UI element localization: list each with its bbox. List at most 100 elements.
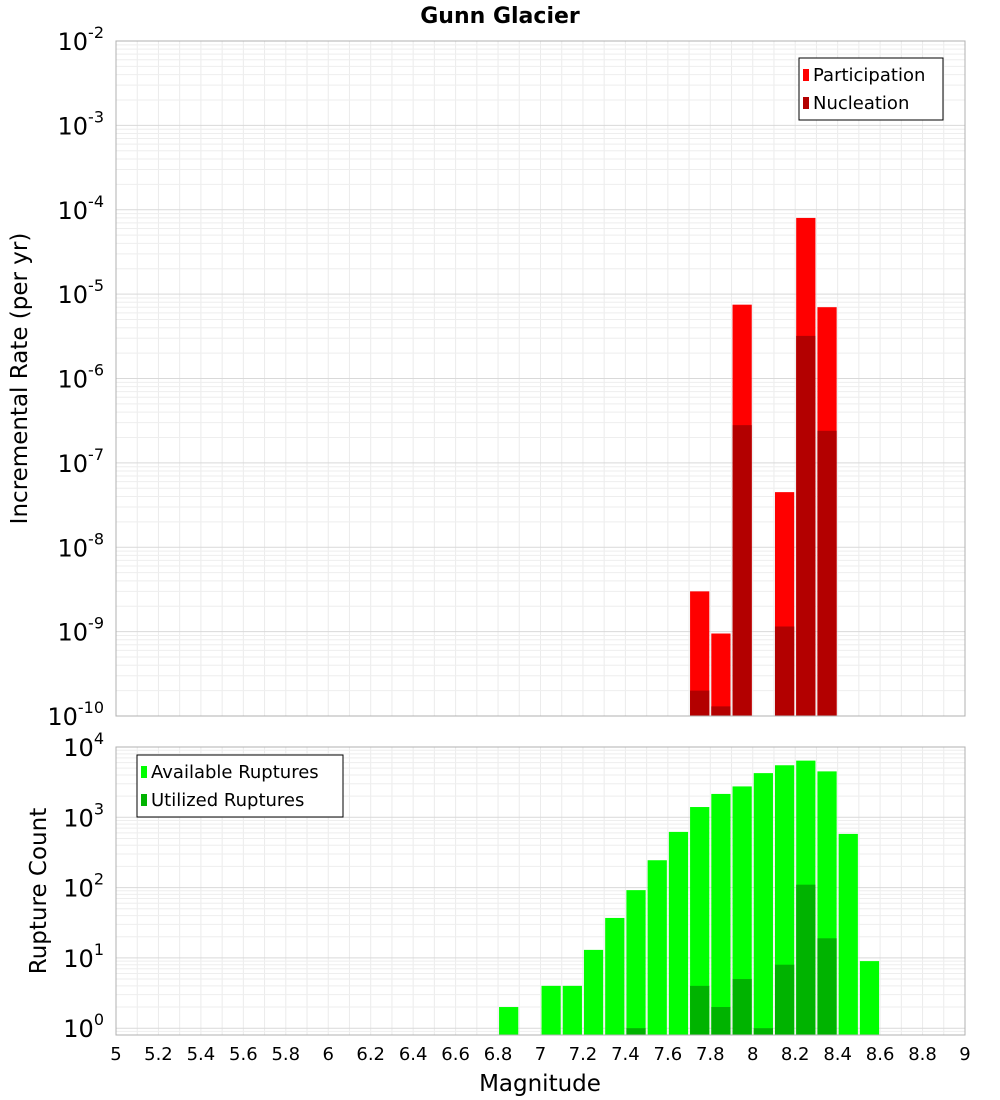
y-tick-base: 10 bbox=[58, 366, 89, 394]
x-tick-label: 6.4 bbox=[399, 1044, 428, 1065]
y-tick-exponent: -7 bbox=[88, 445, 104, 464]
y-tick-label: 101 bbox=[63, 940, 104, 973]
x-tick-label: 5.8 bbox=[271, 1044, 300, 1065]
bar-available-ruptures-4 bbox=[605, 917, 625, 1035]
y-tick-label: 100 bbox=[63, 1010, 104, 1043]
y-tick-base: 10 bbox=[58, 450, 89, 478]
bar-utilized-ruptures-0 bbox=[626, 1028, 646, 1035]
bar-nucleation-1 bbox=[711, 706, 731, 716]
bar-available-ruptures-3 bbox=[583, 949, 604, 1035]
bar-available-ruptures-2 bbox=[562, 985, 582, 1035]
x-tick-label: 9 bbox=[959, 1044, 970, 1065]
x-tick-label: 6 bbox=[323, 1044, 334, 1065]
legend-box bbox=[798, 57, 944, 121]
y-tick-exponent: -4 bbox=[88, 192, 104, 211]
bar-available-ruptures-8 bbox=[690, 807, 710, 1035]
x-tick-label: 8 bbox=[747, 1044, 758, 1065]
y-tick-label: 103 bbox=[63, 799, 104, 832]
x-tick-label: 5.6 bbox=[229, 1044, 258, 1065]
y-tick-label: 10-10 bbox=[47, 698, 104, 731]
y-tick-exponent: 1 bbox=[94, 940, 104, 959]
legend-label: Nucleation bbox=[813, 93, 909, 114]
legend-box bbox=[136, 754, 344, 818]
y-tick-label: 10-2 bbox=[58, 23, 105, 56]
bar-utilized-ruptures-6 bbox=[796, 884, 816, 1035]
x-tick-label: 8.6 bbox=[866, 1044, 895, 1065]
y-tick-label: 10-4 bbox=[58, 192, 105, 225]
legend-label: Participation bbox=[813, 65, 925, 86]
y-tick-base: 10 bbox=[58, 534, 89, 562]
x-tick-label: 7.4 bbox=[611, 1044, 640, 1065]
y-tick-label: 10-5 bbox=[58, 276, 105, 309]
bar-nucleation-4 bbox=[796, 335, 816, 716]
legend-label: Available Ruptures bbox=[151, 762, 319, 783]
bar-available-ruptures-7 bbox=[668, 831, 689, 1035]
y-axis-label: Rupture Count bbox=[26, 808, 52, 974]
x-tick-label: 7 bbox=[535, 1044, 546, 1065]
bar-available-ruptures-10 bbox=[732, 786, 752, 1035]
x-tick-label: 6.6 bbox=[441, 1044, 470, 1065]
y-tick-base: 10 bbox=[47, 703, 78, 731]
bar-available-ruptures-5 bbox=[626, 890, 646, 1035]
x-tick-label: 6.2 bbox=[356, 1044, 385, 1065]
y-tick-base: 10 bbox=[58, 619, 89, 647]
bar-nucleation-3 bbox=[774, 626, 795, 716]
bar-nucleation-0 bbox=[690, 690, 710, 716]
y-tick-label: 10-8 bbox=[58, 529, 105, 562]
bar-available-ruptures-11 bbox=[753, 773, 773, 1035]
y-tick-exponent: -9 bbox=[88, 614, 104, 633]
bar-participation-1 bbox=[711, 633, 731, 716]
y-tick-label: 10-7 bbox=[58, 445, 105, 478]
bar-utilized-ruptures-5 bbox=[774, 964, 795, 1035]
y-tick-label: 104 bbox=[63, 729, 104, 762]
y-tick-label: 10-3 bbox=[58, 107, 105, 140]
legend-swatch bbox=[141, 794, 147, 806]
x-tick-label: 8.4 bbox=[823, 1044, 852, 1065]
bar-nucleation-5 bbox=[817, 430, 837, 716]
y-tick-label: 102 bbox=[63, 870, 104, 903]
x-axis-label: Magnitude bbox=[479, 1071, 601, 1097]
bar-available-ruptures-6 bbox=[647, 860, 667, 1035]
plot-frame bbox=[115, 40, 966, 717]
bar-utilized-ruptures-3 bbox=[732, 979, 752, 1035]
legend-label: Utilized Ruptures bbox=[151, 790, 304, 811]
y-tick-base: 10 bbox=[63, 734, 94, 762]
bar-nucleation-2 bbox=[732, 425, 752, 716]
y-tick-base: 10 bbox=[63, 875, 94, 903]
y-tick-exponent: 0 bbox=[94, 1010, 104, 1029]
x-tick-label: 5 bbox=[110, 1044, 121, 1065]
y-tick-base: 10 bbox=[58, 197, 89, 225]
y-tick-exponent: -6 bbox=[88, 361, 104, 380]
legend-swatch bbox=[803, 97, 809, 109]
y-tick-base: 10 bbox=[63, 804, 94, 832]
x-tick-label: 8.2 bbox=[781, 1044, 810, 1065]
x-tick-label: 8.8 bbox=[908, 1044, 937, 1065]
bar-participation-0 bbox=[690, 591, 710, 716]
bar-available-ruptures-16 bbox=[859, 961, 880, 1035]
y-tick-exponent: -10 bbox=[78, 698, 104, 717]
x-tick-label: 6.8 bbox=[484, 1044, 513, 1065]
y-tick-exponent: -8 bbox=[88, 529, 104, 548]
legend-swatch bbox=[803, 69, 809, 81]
y-tick-exponent: 3 bbox=[94, 799, 104, 818]
y-tick-label: 10-9 bbox=[58, 614, 105, 647]
legend: Available Ruptures Utilized Ruptures bbox=[136, 754, 344, 818]
rate-panel: 10-1010-910-810-710-610-510-410-310-2Inc… bbox=[7, 23, 966, 731]
x-tick-label: 7.6 bbox=[654, 1044, 683, 1065]
x-tick-label: 7.8 bbox=[696, 1044, 725, 1065]
bar-utilized-ruptures-4 bbox=[753, 1028, 773, 1035]
y-tick-base: 10 bbox=[63, 1015, 94, 1043]
bar-available-ruptures-15 bbox=[838, 833, 858, 1035]
y-tick-exponent: -2 bbox=[88, 23, 104, 42]
y-tick-exponent: 2 bbox=[94, 870, 104, 889]
x-tick-label: 5.2 bbox=[144, 1044, 173, 1065]
y-tick-base: 10 bbox=[58, 28, 89, 56]
y-tick-base: 10 bbox=[58, 112, 89, 140]
legend-swatch bbox=[141, 766, 147, 778]
bar-available-ruptures-1 bbox=[541, 985, 561, 1035]
y-tick-exponent: 4 bbox=[94, 729, 104, 748]
y-tick-exponent: -3 bbox=[88, 107, 104, 126]
chart-title: Gunn Glacier bbox=[420, 4, 580, 29]
y-tick-base: 10 bbox=[58, 281, 89, 309]
